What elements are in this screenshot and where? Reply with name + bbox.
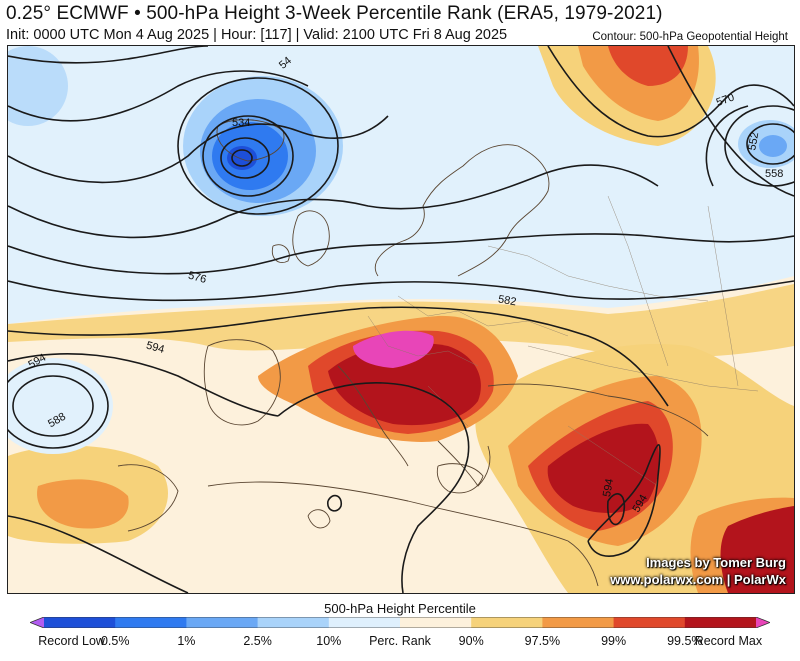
contour-594-east [587, 443, 661, 557]
legend-title: 500-hPa Height Percentile [324, 601, 476, 616]
record-max-area [353, 330, 434, 368]
contour-528 [220, 137, 270, 179]
colorbar-label: 99% [601, 634, 627, 648]
darkred-east [547, 423, 660, 513]
map-panel: 534 552 558 570 576 582 594 588 594 594 … [7, 45, 795, 594]
colorbar-segment [400, 617, 472, 628]
colorbar-label: 97.5% [524, 634, 561, 648]
credit-author: Images by Tomer Burg [646, 555, 786, 570]
contour-570 [547, 46, 794, 138]
colorbar-label: 2.5% [243, 634, 272, 648]
colorbar-label: Perc. Rank [369, 634, 431, 648]
chart-title: 0.25° ECMWF • 500-hPa Height 3-Week Perc… [6, 3, 663, 24]
colorbar-segment [684, 617, 757, 628]
contour-588-high [12, 375, 94, 437]
contour-594-central [277, 382, 470, 593]
colorbar-segment [115, 617, 187, 628]
colorbar-label: 99.5% [667, 634, 703, 648]
contour-label-576: 576 [187, 270, 208, 286]
contour-label-582: 582 [497, 293, 517, 308]
colorbar-label: 10% [316, 634, 342, 648]
height-contours [8, 46, 794, 593]
colorbar-segment [257, 617, 330, 628]
colorbar-label: 1% [177, 634, 196, 648]
contour-552 [746, 123, 794, 165]
orange-west [37, 479, 129, 529]
colorbar-cap-low [30, 617, 44, 628]
contour-594-high [8, 363, 109, 449]
colorbar-label: Record Low [38, 634, 105, 648]
blue-patch-west [8, 46, 68, 126]
colorbar [30, 617, 770, 628]
contour-label-534: 534 [232, 117, 250, 129]
colorbar-segment [44, 617, 116, 628]
contour-label-594-east: 594 [601, 478, 616, 498]
blue-low-east-inner [759, 135, 787, 157]
contour-core [231, 149, 253, 167]
colorbar-segment [613, 617, 686, 628]
credit-overlay: Images by Tomer Burg www.polarwx.com | P… [610, 554, 786, 588]
colorbar-cap-high [756, 617, 770, 628]
contour-label-570: 570 [715, 91, 736, 109]
contour-note: Contour: 500-hPa Geopotential Height [592, 31, 788, 43]
contour-label-558: 558 [765, 168, 783, 180]
percentile-map: 534 552 558 570 576 582 594 588 594 594 … [8, 46, 794, 593]
contour-534 [202, 115, 294, 197]
red-north [608, 46, 688, 86]
colorbar-labels: Record Low 0.5% 1% 2.5% 10% Perc. Rank 90% 97.5… [0, 634, 800, 652]
colorbar-segment [186, 617, 259, 628]
contour-594-west [8, 353, 279, 417]
darkred-southeast [720, 506, 794, 593]
colorbar-segment [328, 617, 401, 628]
colorbar-label: 0.5% [100, 634, 130, 648]
colorbar-label: Record Max [694, 634, 763, 648]
darkred-central [328, 343, 481, 426]
colorbar-label: 90% [458, 634, 484, 648]
colorbar-segment [542, 617, 615, 628]
contour-546 [177, 77, 339, 215]
azores-high-area [8, 358, 113, 454]
credit-site: www.polarwx.com | PolarWx [610, 572, 786, 587]
run-info: Init: 0000 UTC Mon 4 Aug 2025 | Hour: [1… [6, 27, 508, 43]
contour-label-594-mid: 594 [145, 340, 166, 356]
contour-label-552: 552 [746, 131, 761, 151]
colorbar-segment [471, 617, 543, 628]
